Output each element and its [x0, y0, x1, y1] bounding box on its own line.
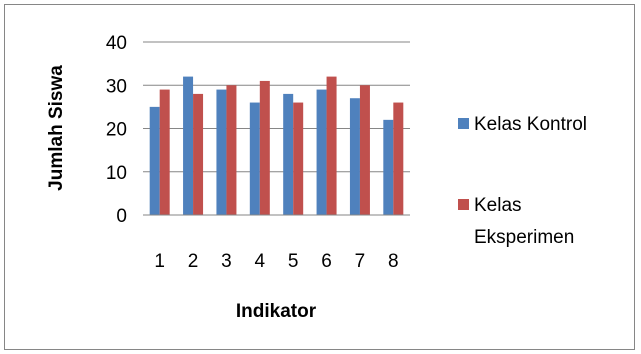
x-tick-labels: 1 2 3 4 5 6 7 8 — [154, 251, 398, 272]
bar-kontrol — [383, 119, 394, 215]
x-tick-label: 2 — [188, 251, 199, 272]
gridlines — [143, 41, 410, 173]
bar-eksperimen — [393, 102, 404, 215]
bar-eksperimen — [359, 85, 370, 215]
legend-swatch — [458, 118, 469, 129]
x-tick-label: 1 — [154, 251, 165, 272]
bar-kontrol — [216, 89, 227, 215]
x-tick-label: 3 — [221, 251, 232, 272]
x-axis-title: Indikator — [236, 301, 317, 322]
bars — [149, 76, 404, 215]
bar-kontrol — [349, 98, 360, 215]
bar-kontrol — [249, 102, 260, 215]
y-tick-label: 10 — [106, 163, 127, 184]
bar-eksperimen — [159, 89, 170, 215]
y-axis-title: Jumlah Siswa — [46, 65, 67, 191]
legend-swatch — [458, 199, 469, 210]
x-tick-label: 7 — [355, 251, 366, 272]
bar-eksperimen — [226, 85, 237, 215]
bar-kontrol — [183, 76, 194, 215]
x-tick-label: 5 — [288, 251, 299, 272]
x-tick-label: 8 — [388, 251, 399, 272]
bar-eksperimen — [193, 93, 204, 215]
bar-eksperimen — [326, 76, 337, 215]
y-tick-label: 30 — [106, 76, 127, 97]
legend-label: Kelas — [474, 195, 522, 216]
legend: Kelas Kontrol Kelas Eksperimen — [458, 114, 587, 248]
bar-eksperimen — [293, 102, 304, 215]
legend-label: Kelas Kontrol — [474, 114, 587, 135]
bar-eksperimen — [259, 80, 270, 215]
x-tick-label: 4 — [255, 251, 266, 272]
x-tick-label: 6 — [321, 251, 332, 272]
legend-label: Eksperimen — [474, 227, 574, 248]
y-tick-label: 0 — [116, 206, 127, 227]
bar-kontrol — [283, 93, 294, 215]
y-tick-label: 40 — [106, 33, 127, 54]
bar-kontrol — [316, 89, 327, 215]
bar-kontrol — [149, 106, 160, 215]
y-tick-labels: 0 10 20 30 40 — [106, 33, 127, 227]
y-tick-label: 20 — [106, 120, 127, 141]
